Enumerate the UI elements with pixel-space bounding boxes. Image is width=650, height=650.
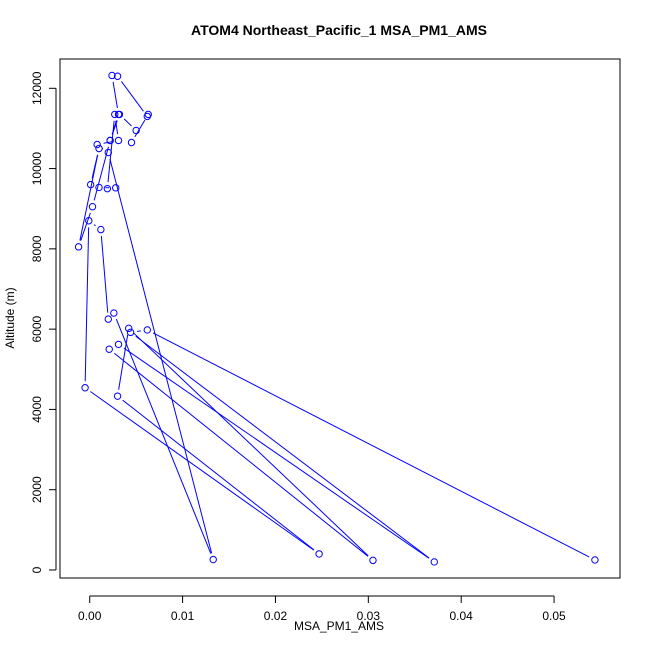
series-segment bbox=[84, 227, 90, 382]
data-point bbox=[105, 345, 113, 353]
series-segment bbox=[113, 352, 369, 557]
series-segment bbox=[111, 120, 118, 135]
data-point bbox=[85, 217, 93, 225]
data-point bbox=[108, 71, 116, 80]
series-segment bbox=[115, 318, 212, 554]
data-point bbox=[110, 309, 118, 317]
series-segment bbox=[123, 347, 430, 559]
y-tick-label: 8000 bbox=[30, 235, 44, 262]
x-tick-label: 0.04 bbox=[450, 609, 474, 623]
series-segment bbox=[122, 399, 315, 551]
data-point bbox=[74, 243, 83, 251]
data-point bbox=[112, 184, 120, 192]
data-point bbox=[132, 126, 140, 135]
data-point bbox=[95, 144, 103, 153]
data-point bbox=[143, 112, 151, 121]
series-segment bbox=[136, 330, 141, 332]
data-point bbox=[114, 340, 123, 349]
series-segment bbox=[123, 118, 132, 127]
data-point bbox=[113, 392, 122, 400]
plot-area bbox=[59, 58, 621, 579]
data-point bbox=[97, 225, 105, 234]
x-axis: 0.00 0.01 0.02 0.03 0.04 0.05 bbox=[78, 595, 566, 623]
data-point bbox=[114, 110, 123, 119]
x-tick-label: 0.00 bbox=[78, 609, 102, 623]
y-tick-label: 6000 bbox=[30, 315, 44, 342]
data-point bbox=[209, 555, 217, 564]
series-segment bbox=[100, 236, 109, 313]
y-tick-label: 10000 bbox=[30, 152, 44, 186]
data-point bbox=[88, 203, 97, 211]
data-point bbox=[125, 324, 133, 333]
data-point bbox=[369, 556, 377, 565]
series-segment bbox=[79, 154, 99, 241]
data-point bbox=[104, 315, 112, 323]
y-tick-label: 4000 bbox=[30, 396, 44, 423]
x-tick-label: 0.02 bbox=[264, 609, 288, 623]
y-axis: 0 2000 4000 6000 8000 10000 12000 bbox=[30, 71, 57, 573]
data-point bbox=[113, 72, 122, 80]
series-segment bbox=[93, 146, 109, 201]
series-segment bbox=[121, 81, 144, 112]
series-segment bbox=[133, 332, 369, 557]
data-point bbox=[106, 136, 114, 145]
chart-title: ATOM4 Northeast_Pacific_1 MSA_PM1_AMS bbox=[191, 22, 487, 38]
data-point bbox=[114, 136, 123, 145]
data-point bbox=[93, 140, 101, 149]
data-point bbox=[143, 326, 151, 334]
y-tick-label: 12000 bbox=[30, 71, 44, 105]
data-point bbox=[103, 184, 112, 193]
data-point bbox=[126, 328, 135, 337]
data-point bbox=[104, 148, 112, 157]
data-point bbox=[95, 183, 103, 192]
x-tick-label: 0.03 bbox=[357, 609, 381, 623]
data-point bbox=[86, 180, 95, 189]
series-segment bbox=[134, 119, 146, 138]
y-axis-label: Altitude (m) bbox=[3, 287, 17, 348]
series-segment bbox=[109, 158, 213, 554]
x-axis-label: MSA_PM1_AMS bbox=[294, 619, 384, 633]
series-segment bbox=[90, 391, 315, 551]
y-tick-label: 0 bbox=[30, 566, 44, 573]
y-tick-label: 2000 bbox=[30, 476, 44, 503]
data-point bbox=[591, 556, 599, 564]
data-point bbox=[81, 384, 89, 392]
x-tick-label: 0.01 bbox=[171, 609, 195, 623]
series-segment bbox=[152, 332, 590, 558]
x-tick-label: 0.05 bbox=[542, 609, 566, 623]
series-layer bbox=[74, 71, 599, 566]
data-point bbox=[430, 558, 438, 566]
series-segment bbox=[112, 81, 118, 109]
series-segment bbox=[135, 335, 430, 559]
series-segment bbox=[93, 224, 96, 227]
data-point bbox=[111, 110, 119, 119]
data-point bbox=[315, 550, 323, 558]
data-point bbox=[127, 138, 136, 147]
